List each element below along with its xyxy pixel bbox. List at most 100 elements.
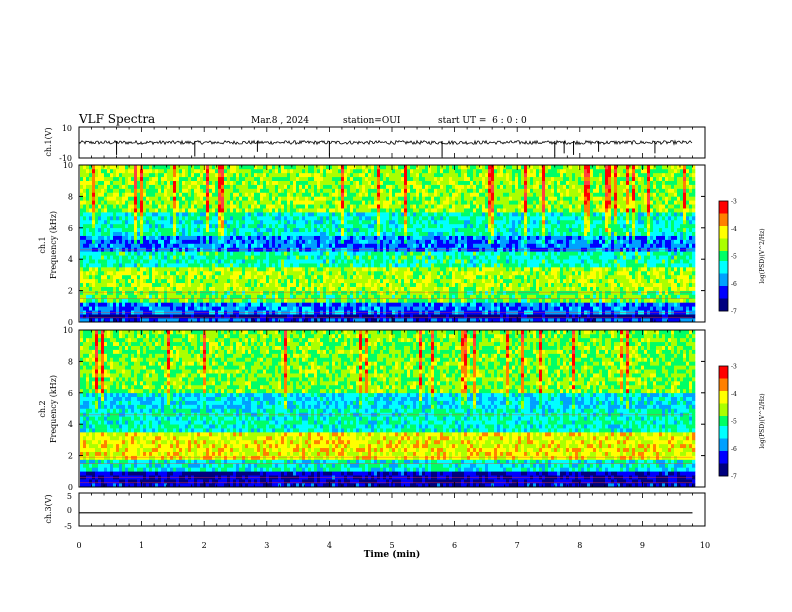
spectrogram-cell xyxy=(203,274,207,280)
spectrogram-cell xyxy=(242,212,246,217)
spectrogram-cell xyxy=(365,263,369,268)
spectrogram-cell xyxy=(293,263,297,268)
spectrogram-cell xyxy=(140,188,144,193)
spectrogram-cell xyxy=(188,282,192,287)
spectrogram-cell xyxy=(374,314,378,319)
spectrogram-cell xyxy=(308,239,312,244)
spectrogram-cell xyxy=(164,294,168,299)
spectrogram-cell xyxy=(383,290,387,295)
spectrogram-cell xyxy=(386,274,390,280)
spectrogram-cell xyxy=(197,243,201,248)
spectrogram-cell xyxy=(374,231,378,236)
spectrogram-cell xyxy=(389,274,393,280)
spectrogram-cell xyxy=(173,172,177,178)
spectrogram-cell xyxy=(401,267,405,272)
spectrogram-cell xyxy=(446,180,450,185)
spectrogram-cell xyxy=(332,251,336,256)
spectrogram-cell xyxy=(125,286,129,291)
spectrogram-cell xyxy=(98,259,102,264)
spectrogram-cell xyxy=(143,298,147,303)
spectrogram-cell xyxy=(446,270,450,276)
spectrogram-cell xyxy=(425,204,429,209)
spectrogram-cell xyxy=(296,184,300,189)
spectrogram-cell xyxy=(188,251,192,256)
spectrogram-cell xyxy=(200,223,204,229)
spectrogram-cell xyxy=(389,188,393,193)
spectrogram-cell xyxy=(314,243,318,248)
spectrogram-cell xyxy=(398,314,402,319)
spectrogram-cell xyxy=(269,263,273,268)
spectrogram-cell xyxy=(128,219,132,225)
spectrogram-cell xyxy=(386,216,390,221)
spectrogram-cell xyxy=(353,255,357,260)
spectrogram-cell xyxy=(449,231,453,236)
spectrogram-cell xyxy=(206,223,210,229)
spectrogram-cell xyxy=(194,184,198,189)
spectrogram-cell xyxy=(206,318,210,323)
spectrogram-cell xyxy=(281,235,285,240)
spectrogram-cell xyxy=(206,290,210,295)
spectrogram-cell xyxy=(353,298,357,303)
spectrogram-cell xyxy=(422,282,426,287)
spectrogram-cell xyxy=(317,286,321,291)
spectrogram-cell xyxy=(230,200,234,205)
spectrogram-cell xyxy=(110,208,114,213)
spectrogram-cell xyxy=(146,231,150,236)
spectrogram-cell xyxy=(86,176,90,181)
spectrogram-cell xyxy=(95,259,99,264)
spectrogram-cell xyxy=(170,212,174,217)
spectrogram-cell xyxy=(122,259,126,264)
spectrogram-cell xyxy=(251,176,255,181)
spectrogram-cell xyxy=(152,259,156,264)
spectrogram-cell xyxy=(392,251,396,256)
spectrogram-cell xyxy=(215,239,219,244)
spectrogram-cell xyxy=(440,239,444,244)
spectrogram-cell xyxy=(179,243,183,248)
spectrogram-cell xyxy=(377,270,381,276)
spectrogram-cell xyxy=(428,204,432,209)
spectrogram-cell xyxy=(194,274,198,280)
spectrogram-cell xyxy=(329,294,333,299)
spectrogram-cell xyxy=(374,290,378,295)
spectrogram-cell xyxy=(95,274,99,280)
spectrogram-cell xyxy=(398,290,402,295)
spectrogram-cell xyxy=(260,255,264,260)
spectrogram-cell xyxy=(320,196,324,201)
spectrogram-cell xyxy=(194,192,198,197)
spectrogram-cell xyxy=(227,255,231,260)
spectrogram-cell xyxy=(149,208,153,213)
spectrogram-cell xyxy=(323,231,327,236)
spectrogram-cell xyxy=(404,278,408,284)
spectrogram-cell xyxy=(317,231,321,236)
spectrogram-cell xyxy=(143,216,147,221)
spectrogram-cell xyxy=(308,267,312,272)
spectrogram-cell xyxy=(347,251,351,256)
spectrogram-cell xyxy=(230,188,234,193)
spectrogram-cell xyxy=(269,216,273,221)
spectrogram-cell xyxy=(416,243,420,248)
spectrogram-cell xyxy=(443,290,447,295)
spectrogram-cell xyxy=(272,208,276,213)
spectrogram-cell xyxy=(443,219,447,225)
spectrogram-cell xyxy=(251,302,255,307)
spectrogram-cell xyxy=(242,290,246,295)
spectrogram-cell xyxy=(233,180,237,185)
spectrogram-cell xyxy=(191,184,195,189)
spectrogram-cell xyxy=(371,255,375,260)
spectrogram-cell xyxy=(389,302,393,307)
spectrogram-cell xyxy=(188,188,192,193)
spectrogram-cell xyxy=(86,286,90,291)
spectrogram-cell xyxy=(95,165,99,170)
spectrogram-cell xyxy=(128,255,132,260)
spectrogram-cell xyxy=(194,188,198,193)
spectrogram-cell xyxy=(398,267,402,272)
spectrogram-cell xyxy=(269,306,273,311)
spectrogram-cell xyxy=(248,180,252,185)
spectrogram-cell xyxy=(215,274,219,280)
spectrogram-cell xyxy=(209,290,213,295)
spectrogram-cell xyxy=(263,168,267,174)
spectrogram-cell xyxy=(398,259,402,264)
spectrogram-cell xyxy=(443,251,447,256)
spectrogram-cell xyxy=(317,176,321,181)
spectrogram-cell xyxy=(254,290,258,295)
